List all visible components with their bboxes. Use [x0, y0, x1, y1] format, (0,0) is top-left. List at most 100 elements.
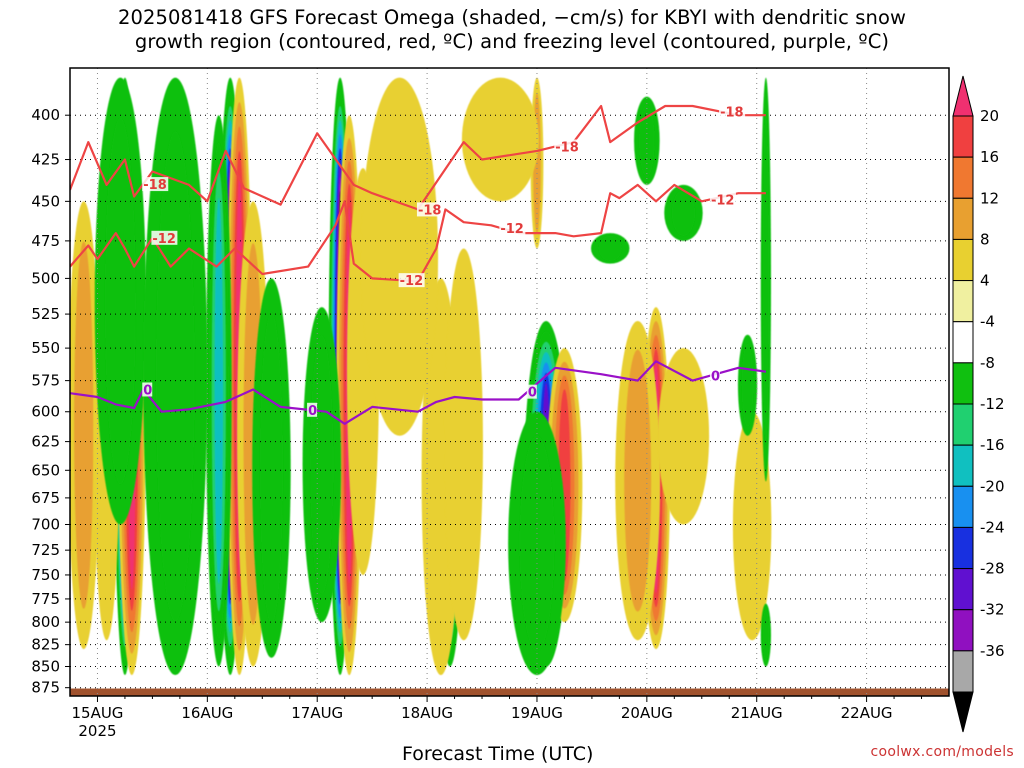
- y-tick-label: 500: [31, 269, 60, 287]
- omega-cell: [598, 235, 622, 261]
- contour-line: [70, 104, 766, 211]
- y-tick-label: 750: [31, 566, 60, 584]
- y-tick-label: 850: [31, 657, 60, 675]
- colorbar-tick-label: 12: [980, 189, 999, 207]
- colorbar-tick-label: -32: [980, 601, 1005, 619]
- contour-label: 0: [711, 370, 720, 385]
- colorbar-box: [952, 444, 974, 487]
- colorbar-box: [952, 238, 974, 282]
- contour-label: 0: [528, 386, 537, 401]
- y-tick-label: 825: [31, 636, 60, 654]
- contour-label-bg: [142, 382, 153, 397]
- colorbar-bottom-arrow: [952, 691, 974, 733]
- chart-title-line-2: growth region (contoured, red, ºC) and f…: [134, 30, 890, 53]
- contour-label-bg: [554, 139, 581, 154]
- contour-label: -18: [418, 203, 442, 218]
- x-axis: 15AUG 16AUG 17AUG 18AUG 19AUG 20AUG 21AUG 22AUG…: [71, 696, 923, 740]
- contour-label-bg: [719, 104, 746, 119]
- colorbar-box: [952, 403, 974, 446]
- omega-cell: [762, 114, 769, 446]
- colorbar-box: [952, 568, 974, 611]
- ground-surface: [70, 688, 949, 696]
- chart-title-line-1: 2025081418 GFS Forecast Omega (shaded, −…: [117, 6, 907, 29]
- ground-band: [70, 688, 949, 696]
- colorbar-tick-label: -28: [980, 560, 1005, 578]
- y-tick-label: 525: [31, 305, 60, 323]
- omega-cell: [657, 348, 710, 525]
- colorbar-box: [952, 362, 974, 405]
- contour-label-bg: [151, 230, 178, 245]
- colorbar-tick-label: 20: [980, 107, 999, 125]
- colorbar-tick-label: -36: [980, 642, 1005, 660]
- y-tick-label: 550: [31, 339, 60, 357]
- y-tick-label: 800: [31, 613, 60, 631]
- y-axis: 400 425 450 475 500 525 550 575 600 625 650 675 700 7…: [31, 106, 70, 697]
- y-tick-label: 625: [31, 433, 60, 451]
- colorbar: 20 16 12 8 4 -4 -8 -12 -16 -20 -24 -28 -32 -36: [952, 75, 1005, 733]
- contour-label: -12: [711, 193, 735, 208]
- contour-label-bg: [526, 384, 537, 399]
- y-tick-label: 600: [31, 403, 60, 421]
- omega-cell: [74, 241, 94, 609]
- y-tick-label: 400: [31, 106, 60, 124]
- contour-label-bg: [709, 192, 736, 207]
- contour-label: 0: [143, 383, 152, 398]
- colorbar-tick-label: -12: [980, 395, 1005, 413]
- x-tick-label: 22AUG: [841, 704, 893, 722]
- omega-cell: [461, 77, 539, 202]
- omega-cell: [732, 411, 772, 641]
- contours: -18 -18 -18 -18 -12 -12 -12 -12 0 0 0 0: [70, 104, 767, 425]
- omega-cell: [671, 189, 696, 236]
- contour-label-bg: [709, 368, 720, 383]
- y-tick-label: 675: [31, 489, 60, 507]
- colorbar-box: [952, 115, 974, 158]
- contour-label: -18: [555, 141, 579, 156]
- colorbar-tick-label: 8: [980, 230, 990, 248]
- x-tick-label: 17AUG: [291, 704, 343, 722]
- omega-cell: [741, 343, 754, 427]
- x-tick-label: 16AUG: [181, 704, 233, 722]
- omega-cell: [259, 312, 283, 624]
- colorbar-tick-label: 16: [980, 148, 999, 166]
- y-tick-label: 575: [31, 372, 60, 390]
- omega-cell: [214, 197, 224, 584]
- y-tick-label: 475: [31, 232, 60, 250]
- chart-title: 2025081418 GFS Forecast Omega (shaded, −…: [0, 6, 1024, 54]
- omega-cell: [639, 104, 655, 177]
- colorbar-tick-label: -8: [980, 354, 995, 372]
- x-tick-label: 15AUG: [71, 704, 123, 722]
- y-tick-label: 650: [31, 461, 60, 479]
- y-tick-label: 875: [31, 679, 60, 697]
- contour-label-bg: [142, 177, 169, 192]
- omega-cell: [762, 609, 769, 661]
- colorbar-box: [952, 156, 974, 199]
- contour-label: -12: [500, 222, 524, 237]
- omega-cell: [310, 335, 334, 594]
- y-tick-label: 450: [31, 192, 60, 210]
- omega-cell: [444, 248, 483, 641]
- contour-label-bg: [307, 402, 318, 417]
- colorbar-box: [952, 526, 974, 570]
- y-tick-label: 425: [31, 151, 60, 169]
- y-tick-label: 725: [31, 541, 60, 559]
- contour-label: 0: [308, 404, 317, 419]
- colorbar-box: [952, 321, 974, 364]
- colorbar-box: [952, 609, 974, 652]
- y-tick-label: 775: [31, 590, 60, 608]
- omega-cell: [104, 117, 136, 485]
- site-credit: coolwx.com/models: [870, 744, 1014, 760]
- omega-cell: [361, 77, 439, 436]
- colorbar-tick-label: -16: [980, 436, 1005, 454]
- colorbar-box: [952, 280, 974, 323]
- x-year-label: 2025: [78, 722, 116, 740]
- colorbar-tick-label: -4: [980, 313, 995, 331]
- y-tick-label: 700: [31, 515, 60, 533]
- colorbar-box: [952, 650, 974, 693]
- colorbar-top-arrow: [952, 75, 974, 117]
- contour-label: -18: [143, 178, 167, 193]
- colorbar-box: [952, 485, 974, 528]
- omega-cell: [156, 131, 195, 622]
- contour-label: -12: [152, 232, 176, 247]
- x-tick-label: 18AUG: [401, 704, 453, 722]
